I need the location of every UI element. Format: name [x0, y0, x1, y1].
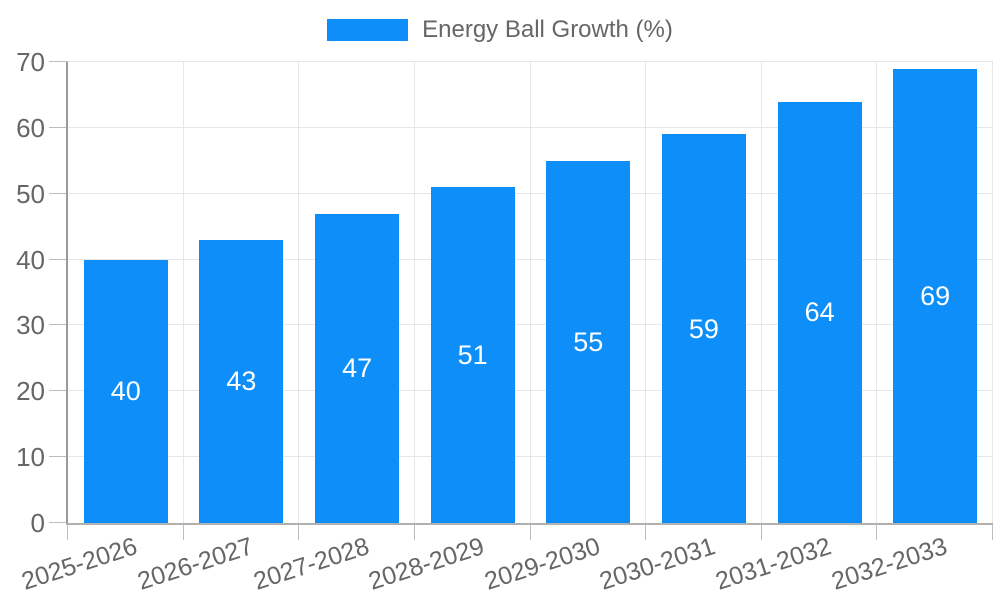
gridline-vertical	[530, 62, 531, 523]
y-axis-tick-label: 20	[16, 376, 45, 407]
gridline-vertical	[761, 62, 762, 523]
y-axis-line	[66, 62, 68, 525]
y-axis-tick-label: 30	[16, 310, 45, 341]
x-axis-line	[66, 523, 993, 525]
x-axis-tick-mark	[530, 523, 531, 540]
gridline-vertical	[183, 62, 184, 523]
x-axis-tick-mark	[414, 523, 415, 540]
bar[interactable]	[83, 259, 168, 523]
gridline-vertical	[298, 62, 299, 523]
y-axis-tick-label: 50	[16, 178, 45, 209]
x-axis-tick-mark	[761, 523, 762, 540]
gridline-vertical	[992, 62, 993, 523]
bar[interactable]	[199, 239, 284, 523]
y-axis-tick-label: 60	[16, 112, 45, 143]
x-axis-tick-label: 2025-2026	[18, 532, 141, 596]
y-axis-tick-label: 40	[16, 244, 45, 275]
y-axis-tick-mark	[49, 258, 68, 260]
bar[interactable]	[777, 101, 862, 523]
gridline-vertical	[876, 62, 877, 523]
y-axis-tick-label: 10	[16, 442, 45, 473]
legend-item[interactable]: Energy Ball Growth (%)	[0, 16, 1000, 43]
x-axis-tick-label: 2028-2029	[365, 532, 488, 596]
x-axis-tick-label: 2029-2030	[480, 532, 604, 596]
x-axis-tick-label: 2027-2028	[249, 532, 373, 596]
x-axis-tick-label: 2032-2033	[827, 532, 951, 596]
y-axis-tick-mark	[49, 390, 68, 392]
x-axis-tick-label: 2026-2027	[134, 532, 257, 596]
x-axis-tick-mark	[992, 523, 993, 540]
bar[interactable]	[661, 134, 746, 523]
bar[interactable]	[430, 187, 515, 523]
bar[interactable]	[546, 160, 631, 523]
y-axis-tick-mark	[49, 456, 68, 458]
y-axis-tick-label: 70	[16, 47, 45, 77]
gridline-vertical	[414, 62, 415, 523]
y-axis-tick-mark	[49, 324, 68, 326]
x-axis-tick-label: 2030-2031	[596, 532, 719, 596]
y-axis-tick-mark	[49, 61, 68, 62]
gridline-horizontal	[68, 61, 993, 62]
x-axis-tick-label: 2031-2032	[712, 532, 835, 596]
x-axis-tick-mark	[645, 523, 646, 540]
gridline-vertical	[645, 62, 646, 523]
x-axis-tick-mark	[298, 523, 299, 540]
legend-swatch	[327, 18, 409, 41]
x-axis-tick-mark	[876, 523, 877, 540]
y-axis-tick-mark	[49, 522, 68, 523]
x-axis-tick-mark	[183, 523, 184, 540]
y-axis-tick-mark	[49, 126, 68, 128]
bar[interactable]	[893, 68, 978, 523]
y-axis-tick-label: 0	[30, 508, 45, 538]
legend-label: Energy Ball Growth (%)	[422, 16, 673, 43]
bar[interactable]	[315, 213, 400, 523]
y-axis-tick-mark	[49, 192, 68, 194]
x-axis-tick-mark	[67, 523, 68, 540]
